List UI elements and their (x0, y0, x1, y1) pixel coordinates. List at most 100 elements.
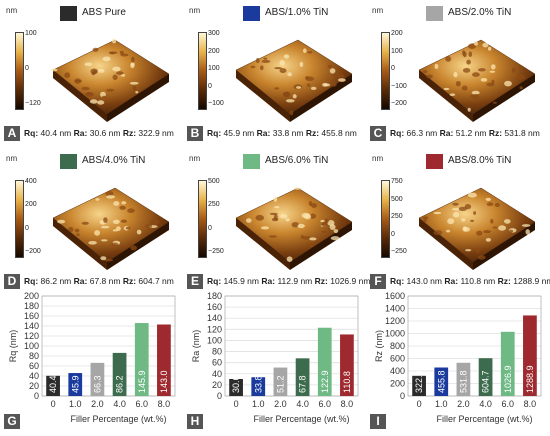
surface-feature (68, 227, 74, 232)
bar-value-label: 51.2 (275, 375, 285, 393)
surface-feature (273, 214, 278, 221)
surface-feature (76, 233, 80, 237)
surface-feature (494, 203, 500, 207)
colorbar-tick-label: −100 (208, 100, 224, 107)
rz-value: 1026.9 nm (330, 276, 371, 286)
bar (112, 352, 127, 396)
afm-surface-image (418, 187, 536, 270)
surface-feature (321, 221, 328, 228)
panel-letter-badge: G (4, 414, 20, 429)
height-colorbar (381, 180, 390, 258)
rq-label: Rq: (390, 128, 405, 138)
surface-feature (269, 212, 278, 216)
surface-feature (330, 82, 337, 87)
surface-feature (86, 92, 92, 96)
bar (500, 331, 515, 396)
surface-feature (105, 190, 114, 197)
surface-side-right (290, 222, 352, 270)
surface-side-right (290, 74, 352, 122)
y-tick-label: 100 (24, 341, 39, 351)
rq-value: 40.4 nm (40, 128, 72, 138)
surface-feature (321, 230, 327, 233)
surface-feature (130, 62, 135, 66)
surface-feature (485, 238, 491, 242)
bar-value-label: 67.8 (298, 375, 308, 393)
surface-feature (504, 80, 512, 87)
surface-feature (260, 226, 270, 230)
surface-feature (289, 110, 294, 116)
rq-value: 45.9 nm (223, 128, 255, 138)
colorbar-tick-label: −200 (391, 100, 407, 107)
surface-feature (285, 99, 295, 103)
x-tick-label: 2.0 (91, 399, 104, 409)
surface-feature (279, 60, 285, 66)
bar (478, 358, 493, 396)
surface-feature (64, 72, 71, 78)
colorbar-tick-label: 0 (25, 65, 29, 72)
surface-feature (504, 219, 511, 224)
bar (523, 315, 537, 396)
surface-feature (473, 41, 478, 46)
y-tick-label: 180 (207, 291, 222, 301)
surface-feature (91, 71, 96, 76)
afm-surface-image (418, 39, 536, 122)
surface-feature (455, 81, 461, 87)
surface-feature (132, 85, 137, 91)
legend-swatch (60, 6, 77, 21)
rq-label: Rq: (207, 276, 222, 286)
surface-side-left (419, 70, 473, 122)
surface-feature (89, 99, 98, 104)
surface-feature (250, 65, 256, 69)
surface-feature (468, 51, 473, 57)
surface-feature (112, 74, 118, 81)
surface-feature (498, 225, 507, 231)
surface-feature (445, 56, 452, 62)
surface-feature (113, 201, 120, 206)
panel-letter-badge: A (4, 126, 20, 141)
surface-feature (433, 230, 443, 236)
x-tick-label: 0 (417, 399, 422, 409)
x-tick-label: 1.0 (435, 399, 448, 409)
surface-feature (492, 226, 498, 229)
surface-feature (291, 222, 299, 228)
surface-feature (463, 51, 467, 58)
ra-value: 112.9 nm (277, 276, 313, 286)
surface-feature (338, 78, 346, 82)
y-tick-label: 60 (212, 358, 222, 368)
sample-title: ABS Pure (82, 7, 126, 18)
surface-feature (453, 211, 460, 218)
surface-feature (443, 87, 450, 91)
x-tick-label: 6.0 (318, 399, 331, 409)
rz-label: Rz: (488, 128, 503, 138)
roughness-values: Rq: 143.0 nm Ra: 110.8 nm Rz: 1288.9 nm (390, 276, 550, 286)
rq-label: Rq: (24, 276, 39, 286)
x-tick-label: 1.0 (252, 399, 265, 409)
panel-letter-badge: H (187, 414, 203, 429)
surface-feature (468, 43, 476, 49)
bar (134, 323, 149, 396)
surface-feature (292, 94, 297, 99)
colorbar-tick-label: 0 (208, 224, 212, 232)
rq-value: 145.9 nm (223, 276, 259, 286)
bar-value-label: 33.8 (253, 375, 263, 393)
surface-feature (300, 234, 304, 239)
surface-feature (88, 241, 97, 245)
roughness-values: Rq: 145.9 nm Ra: 112.9 nm Rz: 1026.9 nm (207, 276, 370, 286)
surface-feature (452, 202, 459, 206)
colorbar-tick-label: 0 (391, 230, 395, 238)
y-tick-label: 40 (29, 371, 39, 381)
plot-frame (41, 295, 176, 397)
surface-feature (453, 71, 458, 78)
ra-label: Ra: (73, 276, 88, 286)
x-tick-label: 4.0 (479, 399, 492, 409)
roughness-values: Rq: 45.9 nm Ra: 33.8 nm Rz: 455.8 nm (207, 128, 357, 138)
x-tick-label: 8.0 (524, 399, 537, 409)
surface-feature (282, 91, 290, 98)
bar-value-label: 604.7 (481, 370, 491, 393)
colorbar-tick-label: −100 (391, 82, 407, 90)
bar (340, 334, 354, 396)
y-tick-label: 800 (390, 341, 405, 351)
y-tick-label: 140 (207, 313, 222, 323)
colorbar-tick-label: 0 (25, 224, 29, 232)
surface-feature (116, 71, 124, 75)
